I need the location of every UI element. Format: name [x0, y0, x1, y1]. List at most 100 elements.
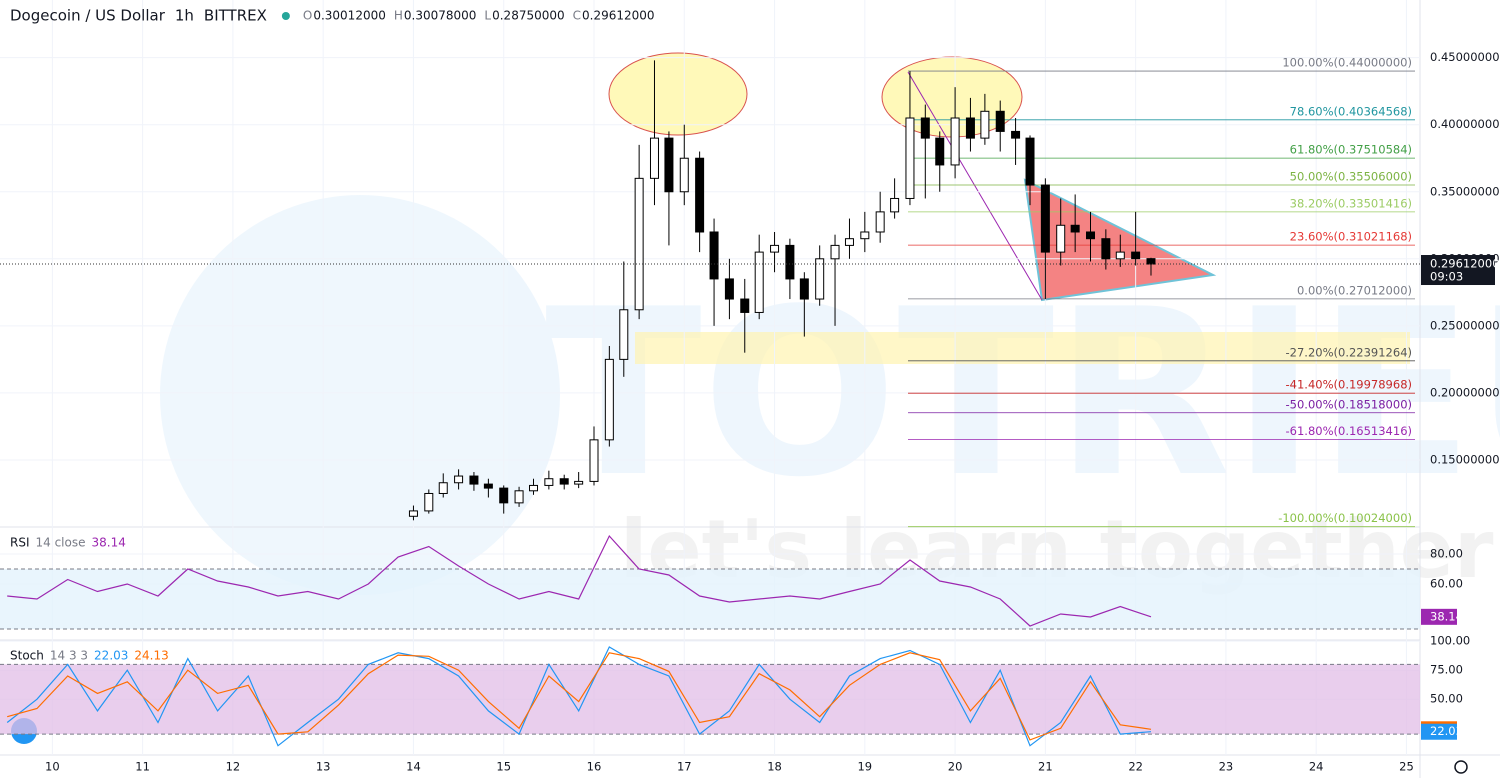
candle-body [724, 278, 734, 300]
y-tick-label: 0.35000000 [1430, 184, 1500, 198]
value-tag-label: 22.03 [1430, 724, 1463, 738]
ohlc-value: 0.30012000 [313, 9, 386, 23]
candle-body [935, 137, 945, 166]
x-tick-label: 12 [226, 760, 241, 774]
status-dot [281, 12, 290, 20]
fib-label: 23.60%(0.31021168) [1290, 230, 1412, 244]
interval: 1h [175, 7, 194, 25]
candle-body [408, 510, 418, 517]
x-tick-label: 13 [316, 760, 331, 774]
candle-body [860, 231, 870, 240]
candle-body [1011, 130, 1021, 139]
candle-body [469, 475, 479, 485]
candle-body [634, 177, 644, 311]
candle-body [514, 490, 524, 504]
candle-body [664, 137, 674, 193]
y-tick-label: 80.00 [1430, 547, 1463, 561]
candle-body [483, 483, 493, 489]
indicator-line [7, 652, 1152, 741]
candle-body [1131, 251, 1141, 260]
watermark: TOTRIEU let's learn together [160, 195, 1500, 596]
x-tick-label: 23 [1219, 760, 1234, 774]
ohlc-value: 0.30078000 [404, 9, 477, 23]
indicator-value: 24.13 [134, 649, 168, 663]
x-tick-label: 19 [857, 760, 872, 774]
candle-body [920, 117, 930, 139]
candle-body [875, 211, 885, 233]
candle-body [815, 258, 825, 300]
fib-label: 78.60%(0.40364568) [1290, 104, 1412, 118]
price-countdown: 09:03 [1430, 270, 1463, 284]
indicator-line [7, 534, 1152, 627]
price-tag-value: 0.29612000 [1430, 257, 1500, 271]
symbol-title: Dogecoin / US Dollar [10, 7, 166, 25]
value-tag [1421, 608, 1457, 625]
candle-body [1146, 258, 1156, 265]
candle-body [890, 197, 900, 213]
indicator-line [6, 646, 1152, 747]
value-tag [1421, 723, 1457, 740]
settings-button[interactable] [1454, 760, 1468, 774]
y-tick-label: 0.20000000 [1430, 385, 1500, 399]
fib-trend-line [907, 71, 1043, 301]
x-tick-label: 25 [1399, 760, 1414, 774]
candle-body [980, 110, 990, 139]
x-tick-label: 17 [677, 760, 692, 774]
fib-label: 38.20%(0.33501416) [1290, 196, 1412, 210]
x-tick-label: 20 [948, 760, 963, 774]
candle-body [604, 358, 614, 441]
candle-body [529, 484, 539, 492]
indicator-params: 14 3 3 [50, 649, 88, 663]
ohlc-value: 0.29612000 [582, 9, 655, 23]
candle-body [740, 298, 750, 313]
fib-label: 61.80%(0.37510584) [1290, 143, 1412, 157]
indicator-value: 22.03 [94, 649, 128, 663]
x-tick-label: 22 [1128, 760, 1143, 774]
x-tick-label: 21 [1038, 760, 1053, 774]
fib-label: -100.00%(0.10024000) [1278, 511, 1412, 525]
indicator-params: 14 close [36, 536, 86, 550]
candle-body [799, 278, 809, 300]
fib-label: -27.20%(0.22391264) [1286, 345, 1412, 359]
candle-body [589, 439, 599, 482]
y-tick-label: 0.25000000 [1430, 318, 1500, 332]
candle-body [1086, 231, 1096, 240]
fib-label: -50.00%(0.18518000) [1286, 397, 1412, 411]
candle-body [754, 251, 764, 313]
candle-body [619, 309, 629, 360]
watermark-brand: TOTRIEU [545, 261, 1500, 528]
ohlc-key: O [303, 9, 312, 23]
x-tick-label: 15 [496, 760, 511, 774]
x-tick-label: 14 [406, 760, 421, 774]
candle-body [649, 137, 659, 179]
candle-body [1070, 224, 1080, 233]
y-tick-label: 50.00 [1430, 692, 1463, 706]
x-tick-label: 10 [45, 760, 60, 774]
fib-label: -61.80%(0.16513416) [1286, 424, 1412, 438]
ohlc-value: 0.28750000 [492, 9, 565, 23]
candle-body [454, 475, 464, 484]
price-tag [1421, 255, 1495, 286]
candle-body [695, 157, 705, 233]
candle-body [844, 238, 854, 246]
fib-label: 50.00%(0.35506000) [1290, 169, 1412, 183]
y-tick-label: 0.45000000 [1430, 50, 1500, 64]
ohlc-key: H [394, 9, 403, 23]
candle-body [1040, 184, 1050, 253]
y-tick-label: 0.40000000 [1430, 117, 1500, 131]
x-tick-label: 18 [767, 760, 782, 774]
y-tick-label: 100.00 [1430, 634, 1470, 648]
candle-body [785, 244, 795, 280]
top-ellipse [608, 52, 748, 136]
candle-body [499, 487, 509, 504]
candle-body [544, 478, 554, 486]
exchange: BITTREX [204, 7, 267, 25]
indicator-title: Stoch [10, 649, 44, 663]
fib-label: 100.00%(0.44000000) [1282, 56, 1412, 70]
candle-body [1115, 251, 1125, 260]
indicator-value: 38.14 [92, 536, 126, 550]
candle-body [574, 480, 584, 485]
support-zone [635, 332, 1410, 364]
indicator-title: RSI [10, 536, 30, 550]
candle-body [424, 492, 434, 512]
